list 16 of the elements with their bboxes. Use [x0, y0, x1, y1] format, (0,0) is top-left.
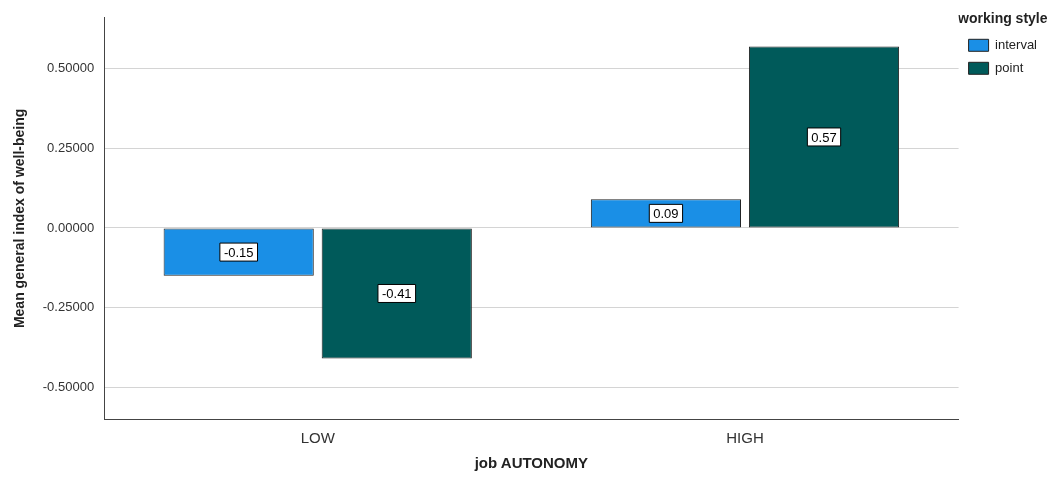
y-axis-title: Mean general index of well-being	[11, 108, 28, 329]
data-label: -0.41	[381, 286, 412, 302]
y-tick-label: -0.50000	[42, 378, 95, 394]
x-tick-label: HIGH	[726, 429, 764, 447]
y-tick-label: 0.25000	[47, 139, 95, 155]
x-tick-label: LOW	[300, 429, 336, 447]
legend-label: point	[995, 59, 1024, 75]
data-label: 0.09	[653, 205, 679, 221]
y-tick-label: 0.00000	[47, 219, 95, 235]
legend-title: working style	[957, 9, 1048, 26]
legend-label: interval	[995, 36, 1038, 52]
y-tick-label: 0.50000	[47, 60, 95, 76]
data-label: 0.57	[811, 129, 837, 145]
data-label: -0.15	[223, 244, 254, 260]
y-tick-label: -0.25000	[42, 299, 95, 315]
x-axis-title: job AUTONOMY	[473, 454, 589, 472]
